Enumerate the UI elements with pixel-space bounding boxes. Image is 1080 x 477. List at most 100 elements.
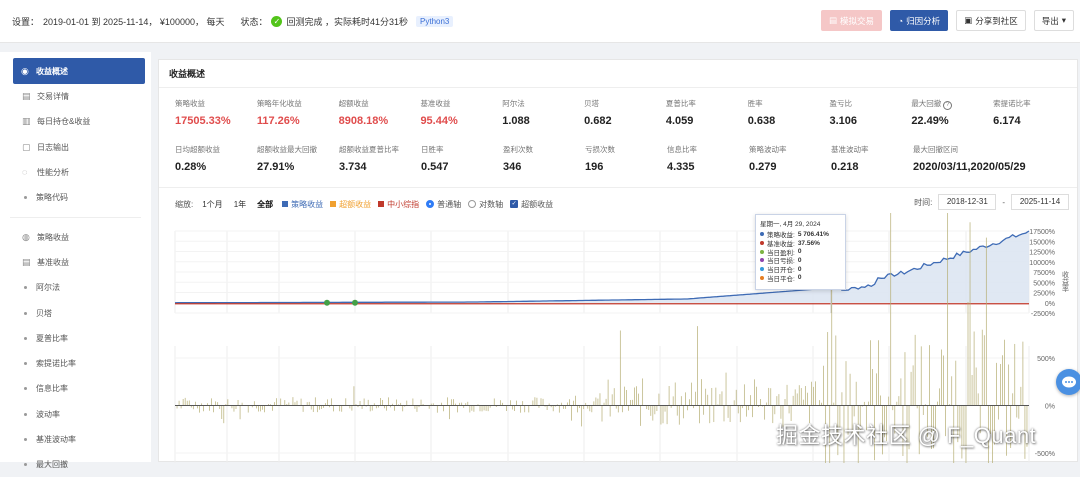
radio-label: 对数轴 (479, 199, 504, 209)
metric-value: 0.28% (175, 161, 207, 173)
sidebar-item-benchmark-return[interactable]: ▤ 基准收益 (0, 250, 151, 275)
help-icon[interactable]: ? (943, 101, 953, 110)
tooltip-label: 策略收益: (767, 232, 795, 240)
trade-marker (324, 299, 330, 306)
metric-value: 0.682 (584, 115, 612, 127)
bulb-icon: ◍ (22, 231, 30, 242)
sidebar-item-label: 信息比率 (36, 384, 68, 394)
metric-cell: 盈亏比 3.106 (830, 98, 912, 144)
share-button[interactable]: ▣ 分享到社区 (956, 10, 1026, 31)
metric-cell: 最大回撤区间 2020/03/11,2020/05/29 (913, 144, 1033, 190)
axis-normal-radio[interactable]: 普通轴 (426, 199, 461, 210)
sidebar-divider (10, 210, 141, 219)
metric-value: 0.638 (747, 115, 776, 127)
tooltip-dot (760, 241, 764, 246)
sidebar-item-max-drawdown[interactable]: 最大回撤 (0, 452, 151, 477)
sidebar-item-bench-volatility[interactable]: 基准波动率 (0, 427, 151, 452)
attribution-analysis-button[interactable]: ◔ 归因分析 (890, 10, 949, 31)
chat-bubble-icon (1062, 376, 1076, 388)
legend-strategy[interactable]: 策略收益 (282, 199, 323, 210)
sidebar-item-beta[interactable]: 贝塔 (0, 300, 151, 325)
tooltip-label: 当日亏损: (767, 258, 795, 266)
sidebar-item-label: 日志输出 (37, 142, 69, 152)
time-range: 时间: 2018-12-31 - 2025-11-14 (914, 194, 1069, 210)
metric-cell: 超额收益最大回撤 27.91% (257, 144, 339, 190)
y-tick-label: 15000% (1029, 239, 1055, 246)
sidebar-item-positions[interactable]: ▥ 每日持仓&收益 (0, 109, 151, 134)
status-label: 状态： (240, 16, 268, 27)
metric-value: 0.218 (831, 161, 859, 173)
returns-chart[interactable]: 17500% 15000% 12500% 10000% 7500% 5000% 2500% 0… (159, 213, 1077, 463)
metric-label: 超额收益夏普比率 (339, 145, 399, 154)
backtest-config: 设置： 2019-01-01 到 2025-11-14， ¥100000， 每天… (12, 15, 454, 28)
chat-icon: ▣ (964, 15, 973, 25)
metric-cell: 亏损次数 196 (585, 144, 667, 190)
sidebar-item-label: 波动率 (36, 409, 60, 419)
axis-log-radio[interactable]: 对数轴 (468, 199, 503, 210)
sidebar-item-trades[interactable]: ▤ 交易详情 (0, 84, 151, 109)
legend-benchmark[interactable]: 中小综指 (378, 199, 419, 210)
zoom-1y-button[interactable]: 1年 (233, 199, 247, 209)
chart-tooltip: 星期一, 4月 29, 2024 策略收益: 5 706.41% 基准收益: 37.5… (755, 214, 846, 290)
sidebar-item-volatility[interactable]: 波动率 (0, 402, 151, 427)
tooltip-dot (760, 249, 764, 254)
legend-label: 策略收益 (291, 199, 324, 209)
tooltip-dot (760, 267, 764, 272)
metric-value: 1.088 (502, 115, 530, 127)
export-label: 导出 (1041, 15, 1059, 26)
caret-down-icon: ▾ (1061, 15, 1066, 25)
sidebar-item-label: 策略代码 (36, 193, 68, 203)
sidebar-item-label: 每日持仓&收益 (37, 117, 91, 127)
sidebar-item-strategy-return[interactable]: ◍ 策略收益 (0, 224, 151, 249)
chat-support-button[interactable] (1056, 369, 1080, 395)
legend-excess[interactable]: 超额收益 (330, 199, 371, 210)
metric-cell: 贝塔 0.682 (584, 98, 666, 144)
metrics-grid: 策略收益 17505.33% 策略年化收益 117.26% 超额收益 8908.18% 基准… (175, 98, 1075, 190)
log-icon: ▢ (22, 141, 31, 152)
metric-label: 最大回撤? (911, 98, 993, 112)
sidebar-item-label: 索提诺比率 (36, 359, 76, 369)
sidebar-item-performance[interactable]: ◌ 性能分析 (0, 160, 151, 185)
share-label: 分享到社区 (975, 15, 1018, 26)
sidebar-item-sortino[interactable]: 索提诺比率 (0, 351, 151, 376)
tooltip-dot (760, 258, 764, 263)
start-date-input[interactable]: 2018-12-31 (938, 194, 997, 210)
metrics-row-2: 日均超额收益 0.28% 超额收益最大回撤 27.91% 超额收益夏普比率 3.734 日胜… (175, 144, 1075, 190)
sidebar-item-info-ratio[interactable]: 信息比率 (0, 376, 151, 401)
metric-value: 0.547 (421, 161, 449, 173)
metric-cell: 夏普比率 4.059 (666, 98, 748, 144)
zoom-all-button[interactable]: 全部 (257, 199, 274, 209)
metric-value: 4.335 (667, 161, 695, 173)
simulate-trade-button[interactable]: ▤ 模拟交易 (820, 10, 882, 31)
zoom-label: 缩放: (175, 199, 194, 209)
metric-value: 3.734 (339, 161, 367, 173)
metric-cell: 胜率 0.638 (748, 98, 830, 144)
metric-label: 信息比率 (667, 145, 697, 154)
sidebar-item-alpha[interactable]: 阿尔法 (0, 275, 151, 300)
sidebar-item-code[interactable]: 策略代码 (0, 185, 151, 210)
y-tick-label: 5000% (1033, 280, 1055, 287)
excess-checkbox[interactable]: ✓ 超额收益 (510, 199, 553, 210)
sidebar-item-logs[interactable]: ▢ 日志输出 (0, 135, 151, 160)
zoom-1m-button[interactable]: 1个月 (202, 199, 223, 209)
export-button[interactable]: 导出 ▾ (1033, 10, 1074, 31)
end-date-input[interactable]: 2025-11-14 (1011, 194, 1069, 210)
sidebar-item-sharpe[interactable]: 夏普比率 (0, 326, 151, 351)
y-tick-label: 2500% (1033, 291, 1055, 298)
metric-value: 95.44% (420, 115, 458, 127)
metric-label: 超额收益最大回撤 (257, 145, 317, 154)
bullet-icon (24, 336, 27, 340)
metric-label: 策略收益 (175, 99, 205, 108)
tooltip-row: 当日开仓: 0 (760, 265, 841, 274)
metric-label: 日均超额收益 (175, 145, 220, 154)
sidebar-item-overview[interactable]: ◉ 收益概述 (13, 58, 145, 84)
tooltip-row: 当日亏损: 0 (760, 256, 841, 265)
strategy-area (175, 231, 1029, 303)
sidebar-item-label: 策略收益 (37, 232, 69, 242)
metric-value: 3.106 (829, 115, 858, 127)
strategy-line (174, 230, 1030, 304)
y-tick-label: 0% (1045, 301, 1055, 308)
legend-swatch (282, 201, 289, 207)
metric-value: 4.059 (665, 115, 694, 127)
bullet-icon (24, 311, 27, 315)
